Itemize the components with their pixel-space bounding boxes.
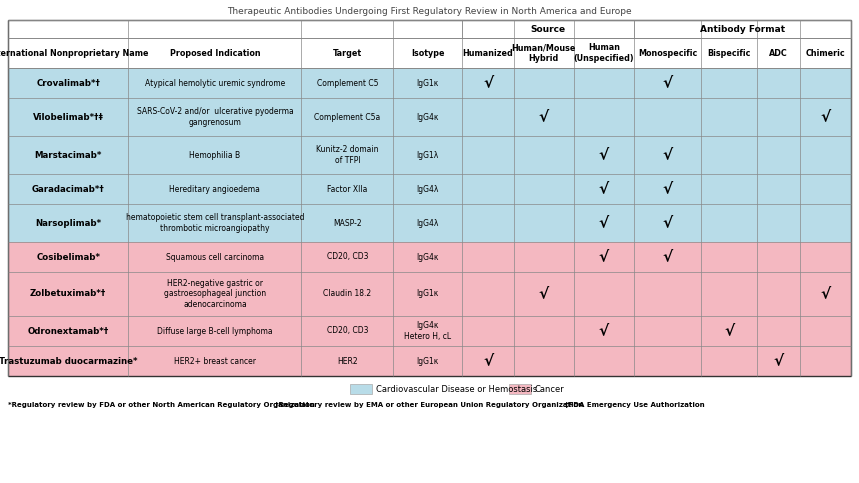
Text: Chimeric: Chimeric (806, 48, 845, 57)
Text: IgG1κ: IgG1κ (417, 356, 439, 366)
Text: √: √ (662, 250, 673, 265)
Text: IgG1κ: IgG1κ (417, 289, 439, 298)
Text: Proposed Indication: Proposed Indication (169, 48, 260, 57)
Text: √: √ (599, 250, 609, 265)
Text: √: √ (539, 286, 549, 301)
Bar (509, 384, 531, 394)
Text: √: √ (599, 215, 609, 230)
Text: Hemophilia B: Hemophilia B (189, 151, 241, 159)
Text: √: √ (662, 75, 673, 90)
Text: √: √ (820, 286, 831, 301)
Text: SARS-CoV-2 and/or  ulcerative pyoderma
gangrenosum: SARS-CoV-2 and/or ulcerative pyoderma ga… (137, 107, 293, 127)
Text: Bispecific: Bispecific (707, 48, 751, 57)
Text: √: √ (662, 215, 673, 230)
Text: √: √ (599, 324, 609, 339)
Text: Zolbetuximab*†: Zolbetuximab*† (30, 289, 107, 298)
Bar (8, 204, 851, 242)
Bar (8, 174, 851, 204)
Text: Squamous cell carcinoma: Squamous cell carcinoma (166, 253, 264, 261)
Text: ‡FDA Emergency Use Authorization: ‡FDA Emergency Use Authorization (565, 402, 704, 408)
Text: Atypical hemolytic uremic syndrome: Atypical hemolytic uremic syndrome (145, 79, 285, 87)
Bar (8, 242, 851, 272)
Text: √: √ (483, 75, 493, 90)
Text: IgG4κ: IgG4κ (417, 113, 439, 122)
Text: Cosibelimab*: Cosibelimab* (36, 253, 101, 261)
Bar (8, 68, 851, 98)
Text: Factor XIIa: Factor XIIa (327, 185, 368, 194)
Text: √: √ (539, 110, 549, 125)
Text: Human/Mouse
Hybrid: Human/Mouse Hybrid (511, 43, 576, 63)
Text: Claudin 18.2: Claudin 18.2 (323, 289, 371, 298)
Text: Crovalimab*†: Crovalimab*† (36, 79, 101, 87)
Text: HER2+ breast cancer: HER2+ breast cancer (174, 356, 256, 366)
Text: HER2: HER2 (337, 356, 357, 366)
Bar (8, 98, 851, 136)
Bar (8, 346, 851, 376)
Text: √: √ (599, 182, 609, 197)
Text: Diffuse large B-cell lymphoma: Diffuse large B-cell lymphoma (157, 327, 272, 336)
Text: IgG4λ: IgG4λ (417, 185, 439, 194)
Text: HER2-negative gastric or
gastroesophageal junction
adenocarcinoma: HER2-negative gastric or gastroesophagea… (164, 279, 266, 309)
Text: Narsoplimab*: Narsoplimab* (35, 218, 101, 227)
Text: √: √ (599, 147, 609, 162)
Text: ADC: ADC (769, 48, 788, 57)
Text: Hereditary angioedema: Hereditary angioedema (169, 185, 260, 194)
Text: Target: Target (332, 48, 362, 57)
Text: √: √ (773, 354, 783, 369)
Text: Antibody Format: Antibody Format (700, 25, 785, 33)
Bar (8, 272, 851, 316)
Text: Monospecific: Monospecific (638, 48, 698, 57)
Text: √: √ (662, 182, 673, 197)
Text: *Regulatory review by FDA or other North American Regulatory Organization: *Regulatory review by FDA or other North… (8, 402, 314, 408)
Text: Odronextamab*†: Odronextamab*† (27, 327, 109, 336)
Bar (8, 20, 851, 38)
Text: Isotype: Isotype (411, 48, 445, 57)
Text: IgG1λ: IgG1λ (417, 151, 439, 159)
Bar (8, 316, 851, 346)
Text: Marstacimab*: Marstacimab* (34, 151, 102, 159)
Text: Humanized: Humanized (463, 48, 514, 57)
Text: Cardiovascular Disease or Hemostasis: Cardiovascular Disease or Hemostasis (376, 384, 537, 394)
Text: CD20, CD3: CD20, CD3 (326, 327, 369, 336)
Text: Human
(Unspecified): Human (Unspecified) (574, 43, 634, 63)
Text: MASP-2: MASP-2 (333, 218, 362, 227)
Text: IgG4λ: IgG4λ (417, 218, 439, 227)
Text: Complement C5: Complement C5 (317, 79, 378, 87)
Text: hematopoietic stem cell transplant-associated
thrombotic microangiopathy: hematopoietic stem cell transplant-assoc… (125, 213, 304, 233)
Text: Complement C5a: Complement C5a (314, 113, 381, 122)
Text: †Regulatory review by EMA or other European Union Regulatory Organization: †Regulatory review by EMA or other Europ… (275, 402, 583, 408)
Text: International Nonproprietary Name: International Nonproprietary Name (0, 48, 149, 57)
Bar (8, 38, 851, 68)
Bar (350, 384, 372, 394)
Bar (8, 136, 851, 174)
Text: CD20, CD3: CD20, CD3 (326, 253, 369, 261)
Text: Garadacimab*†: Garadacimab*† (32, 185, 105, 194)
Text: IgG1κ: IgG1κ (417, 79, 439, 87)
Text: IgG4κ
Hetero H, cL: IgG4κ Hetero H, cL (405, 321, 452, 341)
Text: Trastuzumab duocarmazine*: Trastuzumab duocarmazine* (0, 356, 137, 366)
Text: Vilobelimab*†‡: Vilobelimab*†‡ (33, 113, 104, 122)
Text: IgG4κ: IgG4κ (417, 253, 439, 261)
Text: √: √ (662, 147, 673, 162)
Text: Source: Source (531, 25, 566, 33)
Text: Cancer: Cancer (535, 384, 564, 394)
Text: Therapeutic Antibodies Undergoing First Regulatory Review in North America and E: Therapeutic Antibodies Undergoing First … (227, 6, 632, 15)
Text: Kunitz-2 domain
of TFPI: Kunitz-2 domain of TFPI (316, 145, 379, 165)
Text: √: √ (483, 354, 493, 369)
Text: √: √ (724, 324, 734, 339)
Text: √: √ (820, 110, 831, 125)
